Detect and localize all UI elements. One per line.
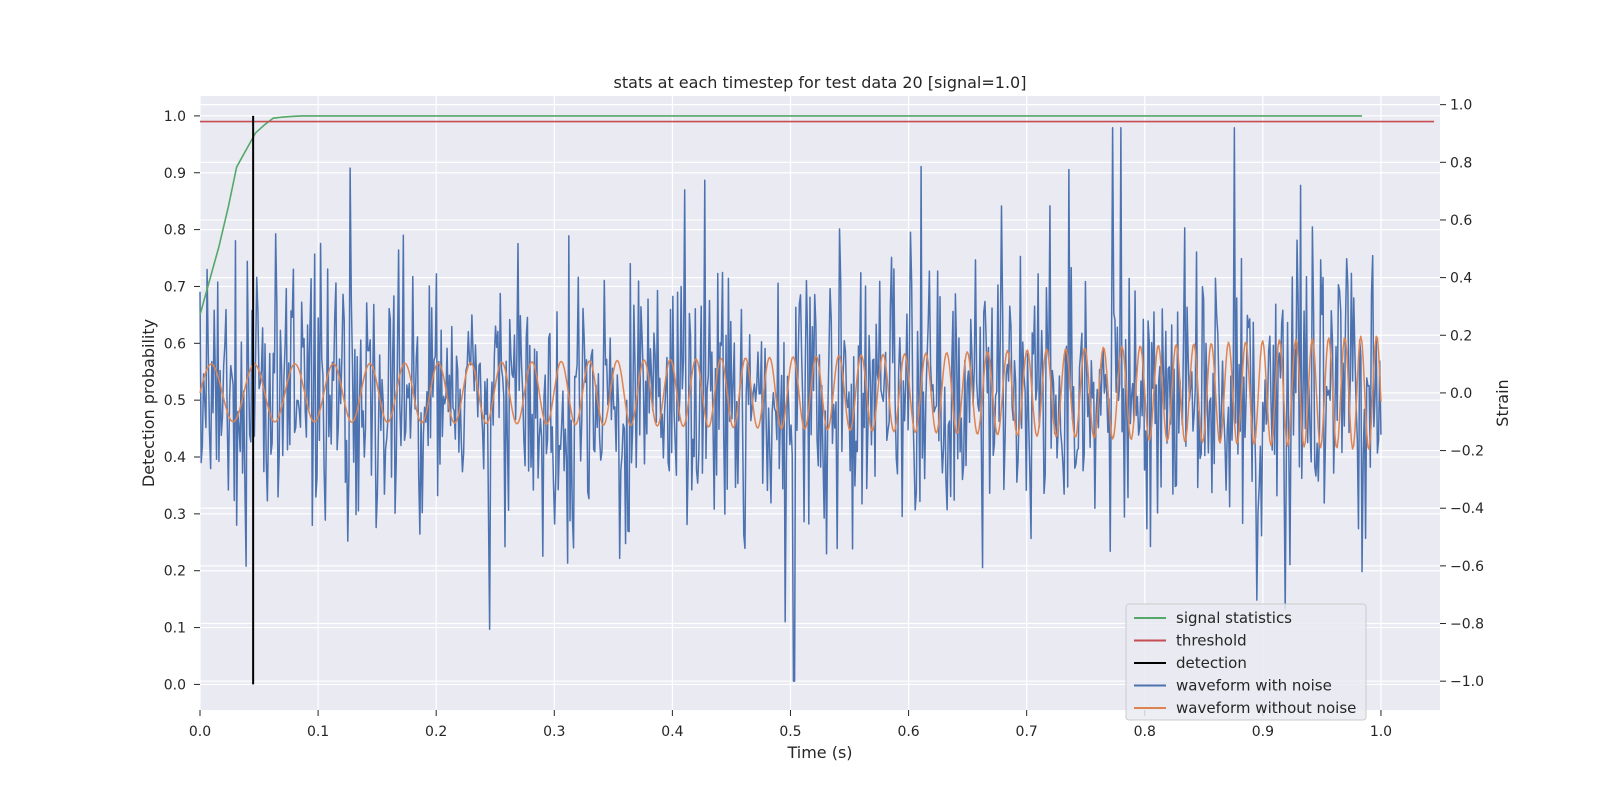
y-tick-label: 0.8	[164, 223, 186, 239]
legend: signal statistics threshold detection wavef…	[1125, 603, 1367, 721]
legend-label: detection	[1176, 654, 1247, 672]
y2-tick-label: 0.2	[1450, 328, 1472, 344]
y2-tick-label: −0.2	[1450, 444, 1484, 460]
y-tick-label: 0.4	[164, 450, 186, 466]
y2-tick-label: 0.0	[1450, 386, 1472, 402]
x-tick-label: 0.6	[897, 724, 919, 740]
x-tick-label: 0.3	[543, 724, 565, 740]
x-tick-label: 0.2	[425, 724, 447, 740]
y-tick-label: 0.0	[164, 677, 186, 693]
y2-tick-label: 0.8	[1450, 155, 1472, 171]
y2-tick-label: −0.6	[1450, 559, 1484, 575]
x-tick-label: 0.4	[661, 724, 683, 740]
legend-label: signal statistics	[1176, 609, 1292, 627]
y2-axis-label: Strain	[1493, 379, 1512, 426]
y-tick-label: 1.0	[164, 109, 186, 125]
x-tick-label: 0.0	[189, 724, 211, 740]
y-tick-label: 0.9	[164, 166, 186, 182]
series-layer	[199, 115, 1435, 685]
legend-label: threshold	[1176, 632, 1247, 650]
x-tick-label: 1.0	[1370, 724, 1392, 740]
y-axis-label: Detection probability	[139, 319, 158, 487]
x-tick-label: 0.7	[1016, 724, 1038, 740]
x-tick-label: 0.8	[1134, 724, 1156, 740]
legend-label: waveform without noise	[1176, 699, 1356, 717]
x-axis-label: Time (s)	[786, 743, 852, 762]
y-tick-label: 0.2	[164, 564, 186, 580]
y-tick-label: 0.7	[164, 279, 186, 295]
legend-label: waveform with noise	[1176, 677, 1332, 695]
series-waveform-with-noise	[199, 126, 1382, 682]
y-tick-label: 0.1	[164, 621, 186, 637]
y2-tick-label: 1.0	[1450, 98, 1472, 114]
y2-tick-label: −0.8	[1450, 617, 1484, 633]
x-tick-label: 0.1	[307, 724, 329, 740]
y2-tick-label: −0.4	[1450, 501, 1484, 517]
y-tick-label: 0.3	[164, 507, 186, 523]
y2-tick-label: 0.6	[1450, 213, 1472, 229]
x-tick-label: 0.9	[1252, 724, 1274, 740]
y-tick-label: 0.6	[164, 336, 186, 352]
y2-tick-label: 0.4	[1450, 271, 1472, 287]
chart-title: stats at each timestep for test data 20 …	[614, 73, 1027, 92]
y2-tick-label: −1.0	[1450, 674, 1484, 690]
axes-layer: 0.0 0.1 0.2 0.3 0.4 0.5 0.6 0.7 0.8 0.9 1.0 0.0 0.1 0…	[164, 98, 1484, 740]
legend-box	[1125, 603, 1367, 721]
x-tick-label: 0.5	[779, 724, 801, 740]
y-tick-label: 0.5	[164, 393, 186, 409]
series-waveform-without-noise	[199, 335, 1382, 450]
series-signal-statistics	[199, 115, 1363, 316]
